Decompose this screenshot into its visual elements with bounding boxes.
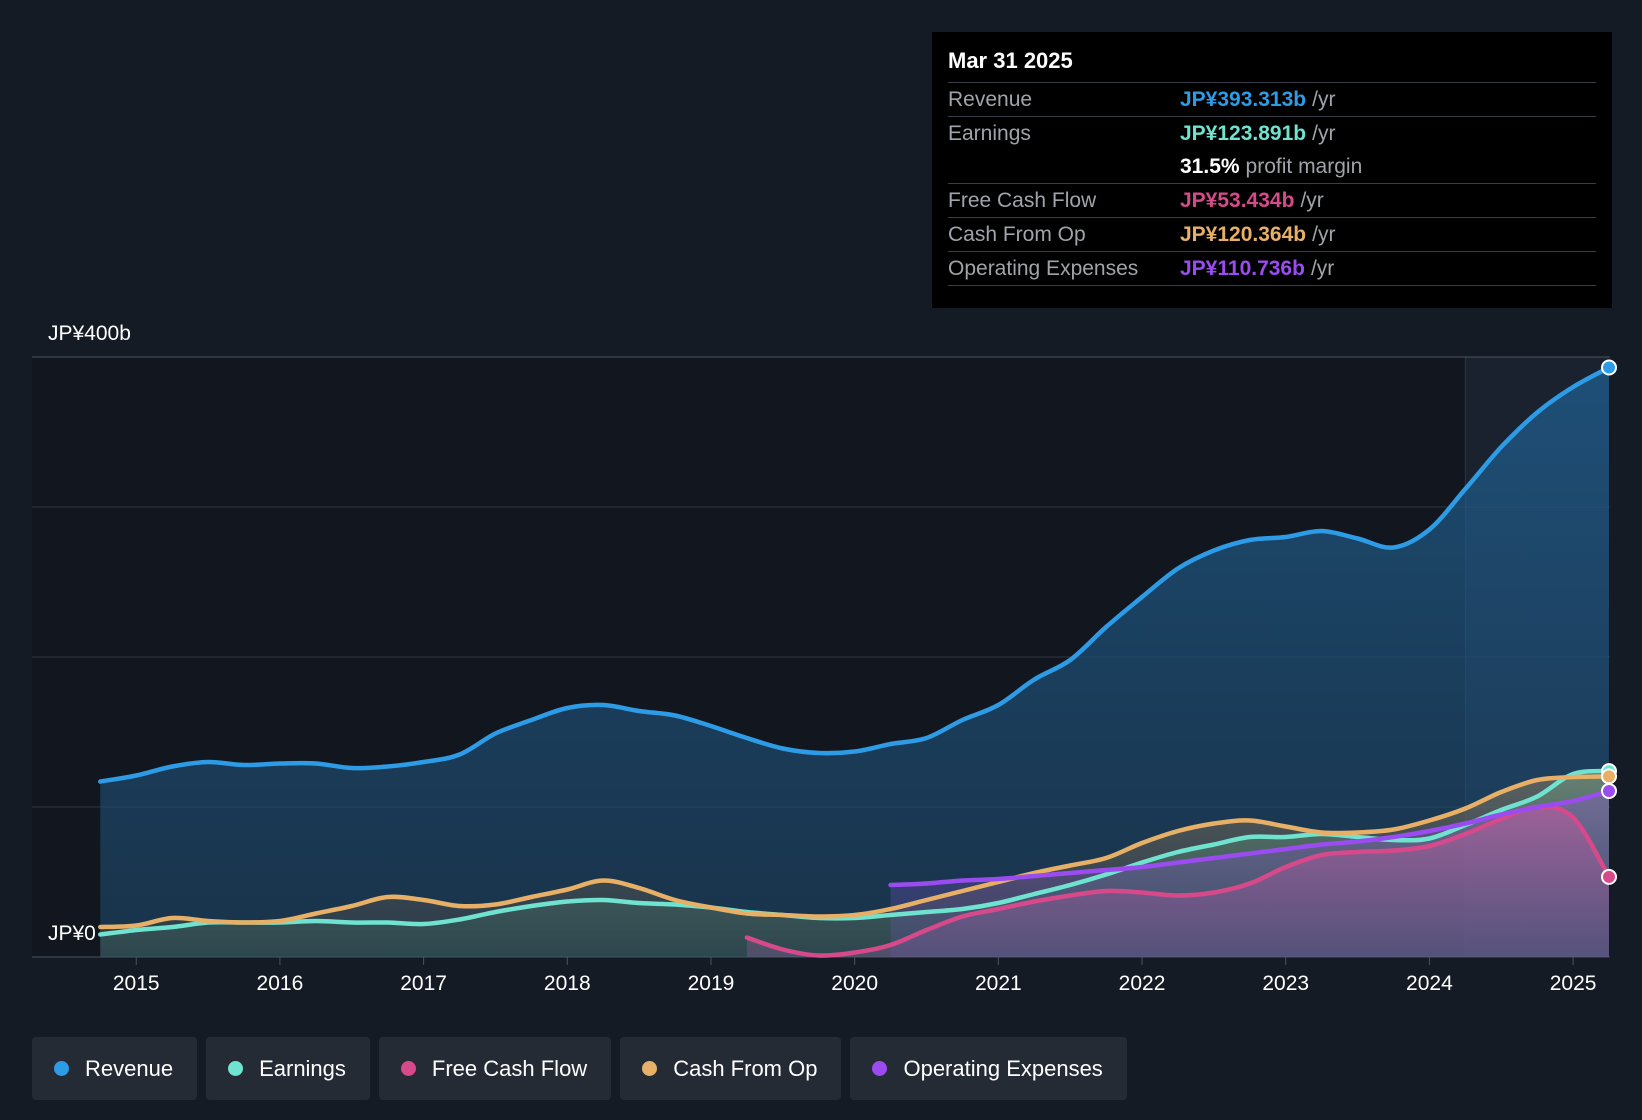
x-tick-label: 2021 (975, 972, 1022, 995)
endpoint-cash-from-op[interactable] (1601, 768, 1617, 785)
tooltip-value: 31.5% (1180, 155, 1240, 178)
tooltip-label: Operating Expenses (948, 257, 1139, 280)
legend-label: Revenue (85, 1055, 174, 1081)
tooltip-panel: Mar 31 2025 Revenue JP¥393.313b /yr Earn… (932, 32, 1612, 308)
tooltip-date: Mar 31 2025 (948, 46, 1596, 83)
tooltip-unit: /yr (1312, 223, 1336, 246)
y-axis-top-label: JP¥400b (48, 322, 131, 345)
endpoint-revenue[interactable] (1601, 359, 1617, 376)
series-lines (98, 365, 1612, 958)
line-earnings (98, 768, 1612, 937)
x-tick-label: 2017 (400, 972, 447, 995)
endpoint-operating-expenses[interactable] (1601, 782, 1617, 799)
legend-item-revenue[interactable]: Revenue (32, 1037, 198, 1100)
tooltip-unit: /yr (1300, 189, 1324, 212)
tooltip-unit: /yr (1312, 88, 1336, 111)
legend-label: Operating Expenses (903, 1055, 1103, 1081)
tooltip-row-revenue: Revenue JP¥393.313b /yr (948, 83, 1596, 117)
x-tick-label: 2019 (688, 972, 735, 995)
tooltip-label: Earnings (948, 122, 1031, 145)
x-tick-label: 2024 (1406, 972, 1453, 995)
x-tick-label: 2018 (544, 972, 591, 995)
tooltip-unit: /yr (1312, 122, 1336, 145)
tooltip-value: JP¥393.313b (1180, 88, 1307, 111)
tooltip-label: Free Cash Flow (948, 189, 1097, 212)
tooltip-row-cfo: Cash From Op JP¥120.364b /yr (948, 218, 1596, 252)
series-endpoints (1601, 359, 1617, 885)
x-tick-label: 2015 (113, 972, 160, 995)
tooltip-row-fcf: Free Cash Flow JP¥53.434b /yr (948, 184, 1596, 218)
tooltip-unit: profit margin (1245, 155, 1363, 178)
area-revenue (100, 367, 1609, 957)
legend: Revenue Earnings Free Cash Flow Cash Fro… (32, 1037, 1127, 1100)
tooltip-unit: /yr (1310, 257, 1335, 280)
legend-dot-icon (54, 1061, 69, 1076)
tooltip-label (948, 150, 1180, 183)
legend-dot-icon (228, 1061, 244, 1076)
tooltip-value: JP¥120.364b (1180, 223, 1307, 246)
tooltip-row-opex: Operating Expenses JP¥110.736b /yr (948, 252, 1596, 286)
tooltip-value: JP¥110.736b (1180, 257, 1305, 280)
legend-item-cash-from-op[interactable]: Cash From Op (620, 1037, 842, 1100)
legend-label: Earnings (259, 1055, 346, 1081)
legend-item-free-cash-flow[interactable]: Free Cash Flow (378, 1037, 612, 1100)
tooltip-row-earnings: Earnings JP¥123.891b /yr (948, 117, 1596, 150)
y-axis-bottom-label: JP¥0 (48, 922, 96, 945)
legend-label: Cash From Op (673, 1055, 818, 1081)
x-tick-label: 2022 (1119, 972, 1166, 995)
endpoint-free-cash-flow[interactable] (1601, 868, 1617, 885)
line-cash-from-op (98, 774, 1612, 930)
legend-dot-icon (872, 1061, 888, 1076)
legend-dot-icon (642, 1061, 658, 1076)
x-axis-ticks: 2015 2016 2017 2018 2019 2020 2021 2022 2023 2024… (113, 957, 1597, 995)
line-revenue (98, 365, 1612, 784)
legend-item-earnings[interactable]: Earnings (206, 1037, 370, 1100)
x-tick-label: 2025 (1550, 972, 1597, 995)
tooltip-value: JP¥53.434b (1180, 189, 1295, 212)
x-tick-label: 2023 (1262, 972, 1309, 995)
legend-dot-icon (400, 1061, 416, 1076)
x-tick-label: 2016 (257, 972, 304, 995)
legend-label: Free Cash Flow (431, 1055, 588, 1081)
tooltip-value: JP¥123.891b (1180, 122, 1307, 145)
tooltip-label: Revenue (948, 88, 1033, 111)
tooltip-label: Cash From Op (948, 223, 1086, 246)
legend-item-operating-expenses[interactable]: Operating Expenses (850, 1037, 1127, 1100)
line-free-cash-flow (744, 804, 1612, 958)
tooltip-row-margin: 31.5% profit margin (948, 150, 1596, 184)
line-operating-expenses (888, 788, 1612, 888)
x-tick-label: 2020 (831, 972, 878, 995)
